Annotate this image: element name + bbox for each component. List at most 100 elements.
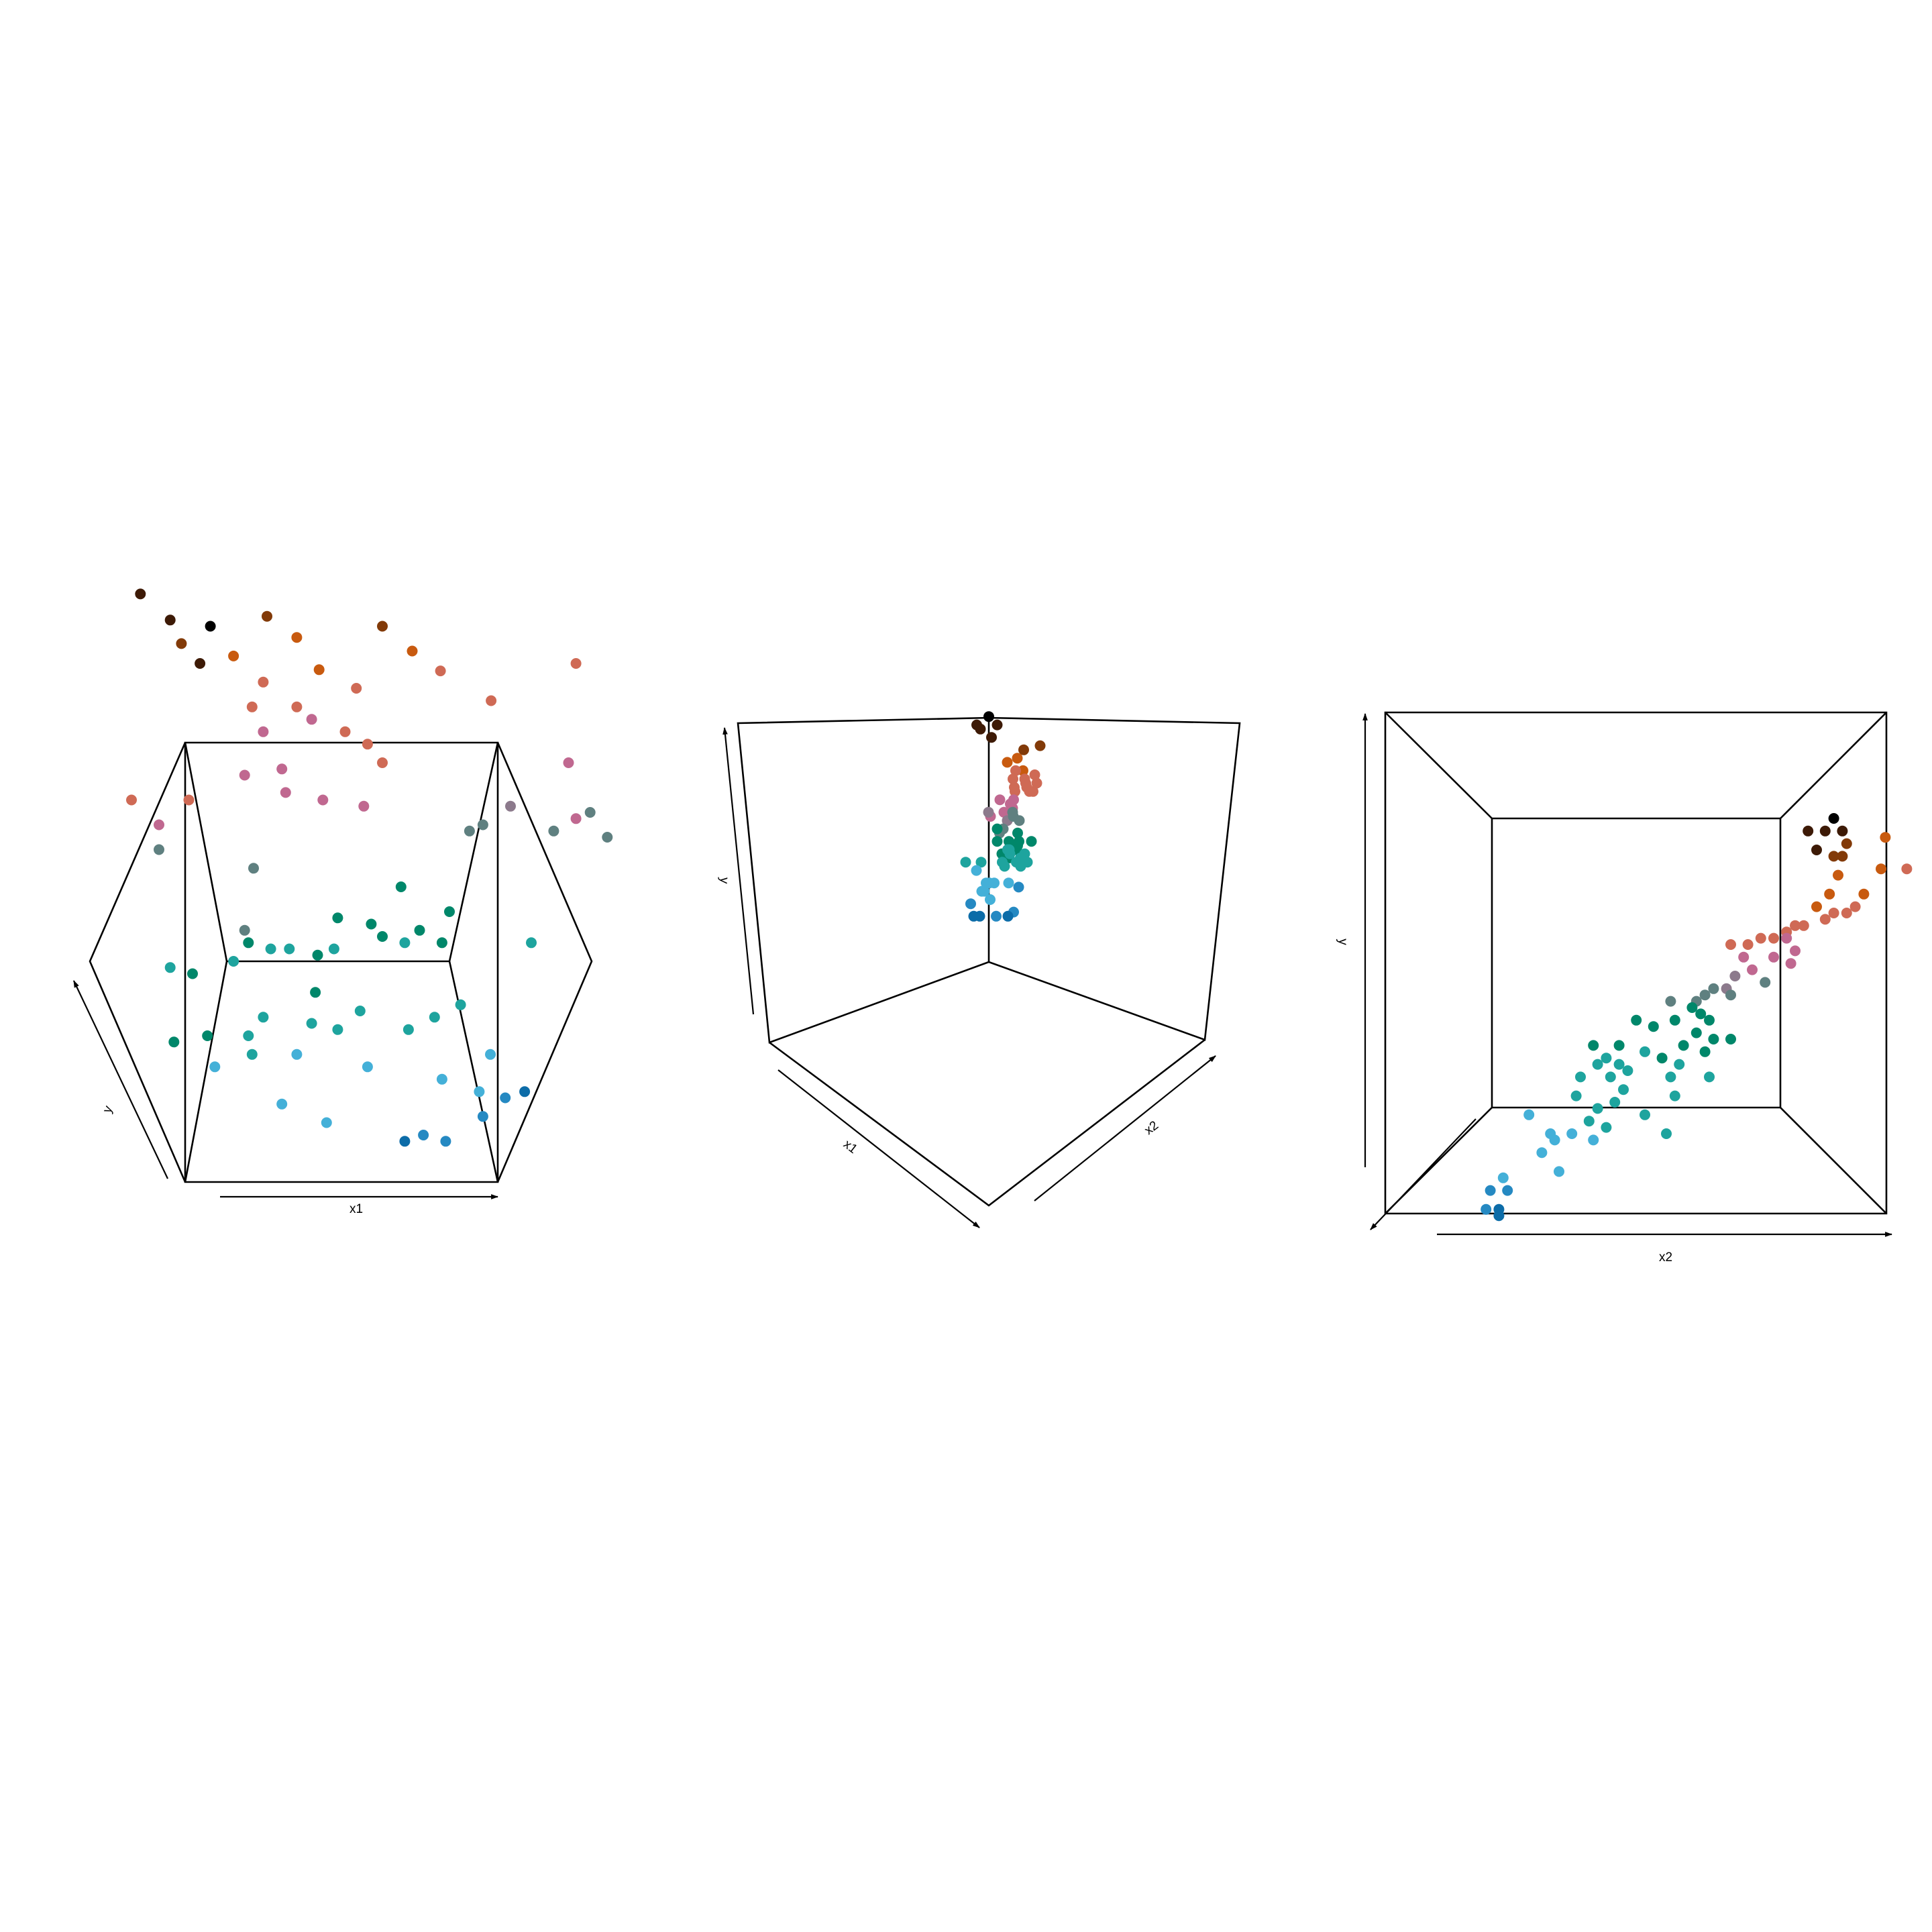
data-point [328,943,339,955]
data-point [377,621,388,632]
data-point [1583,1116,1595,1127]
data-point [246,1049,258,1060]
data-point [1742,939,1754,950]
data-point [1828,813,1839,824]
data-point [1695,1008,1707,1020]
data-point [570,658,582,669]
data-point [284,943,295,955]
data-point [1618,1084,1629,1095]
data-points [960,711,1046,922]
data-point [1536,1147,1548,1159]
data-point [1901,863,1913,875]
data-point [444,906,455,917]
data-point [975,857,987,868]
data-point [1554,1166,1564,1177]
data-point [477,819,488,830]
data-point [994,794,1006,806]
data-point [1819,914,1831,925]
data-point [464,825,475,837]
data-point [1699,1046,1711,1057]
data-point [1601,1122,1612,1133]
data-point [377,757,388,768]
data-point [1747,964,1758,975]
scatter3d-panel-front: x1 y [73,588,613,1216]
data-point [291,1049,303,1060]
data-point [960,857,971,868]
data-point [1613,1059,1625,1070]
data-point [1010,786,1020,797]
data-point [474,1086,485,1097]
data-point [500,1092,511,1104]
data-point [1613,1040,1625,1051]
data-point [1031,777,1042,789]
data-point [306,714,317,725]
data-point [440,1136,451,1147]
data-point [126,794,137,806]
data-point [1841,838,1852,849]
data-point [276,1098,288,1110]
data-point [1029,769,1040,780]
data-point [1012,753,1023,764]
data-point [239,769,250,781]
data-point [436,937,447,949]
data-point [1704,1014,1715,1026]
data-point [1024,786,1035,797]
data-point [265,943,276,955]
data-point [971,865,982,876]
data-point [991,823,1003,835]
data-point [1014,815,1025,826]
data-point [1007,806,1018,818]
data-point [164,962,176,973]
data-point [312,949,323,961]
data-point [519,1086,531,1097]
data-point [984,877,995,889]
data-point [258,676,269,688]
box-diagonals [1385,712,1887,1214]
data-point [1601,1053,1612,1064]
data-point [1819,825,1831,837]
data-point [429,1012,440,1023]
data-point [1661,1128,1672,1139]
data-point [1020,777,1031,789]
data-point [986,732,997,743]
data-point [1678,1040,1689,1051]
data-point [1493,1203,1505,1215]
data-point [1704,1071,1715,1083]
data-point [1768,951,1779,963]
data-point [1631,1014,1642,1026]
data-point [1566,1128,1578,1139]
data-point [435,665,446,677]
data-point [1640,1109,1650,1120]
data-point [291,632,303,643]
data-point [1018,765,1028,776]
data-point [1760,977,1771,988]
data-point [313,664,325,676]
data-point [1876,863,1886,875]
data-points [126,588,613,1147]
data-point [1828,908,1839,918]
data-point [1841,908,1852,918]
data-point [563,757,574,768]
data-point [154,819,164,830]
data-point [1002,910,1014,922]
data-point [291,701,303,712]
data-point [258,1012,269,1023]
data-point [1725,1034,1736,1044]
y-axis-arrow [73,980,168,1179]
data-point [1781,932,1792,944]
data-point [584,807,596,818]
data-point [485,1049,496,1060]
data-point [258,726,269,737]
data-point [402,1024,414,1035]
data-point [991,910,1002,922]
data-point [332,912,343,924]
data-point [985,894,996,905]
scatter3d-panel-corner: x1 x2 y [717,711,1241,1228]
data-point [321,1117,332,1128]
data-point [1837,851,1848,862]
scatter3d-panel-top: x2 y [1336,711,1913,1265]
data-point [1004,848,1016,859]
data-point [1880,832,1891,843]
data-point [1015,853,1026,863]
x2-axis-arrow [1034,1055,1216,1201]
